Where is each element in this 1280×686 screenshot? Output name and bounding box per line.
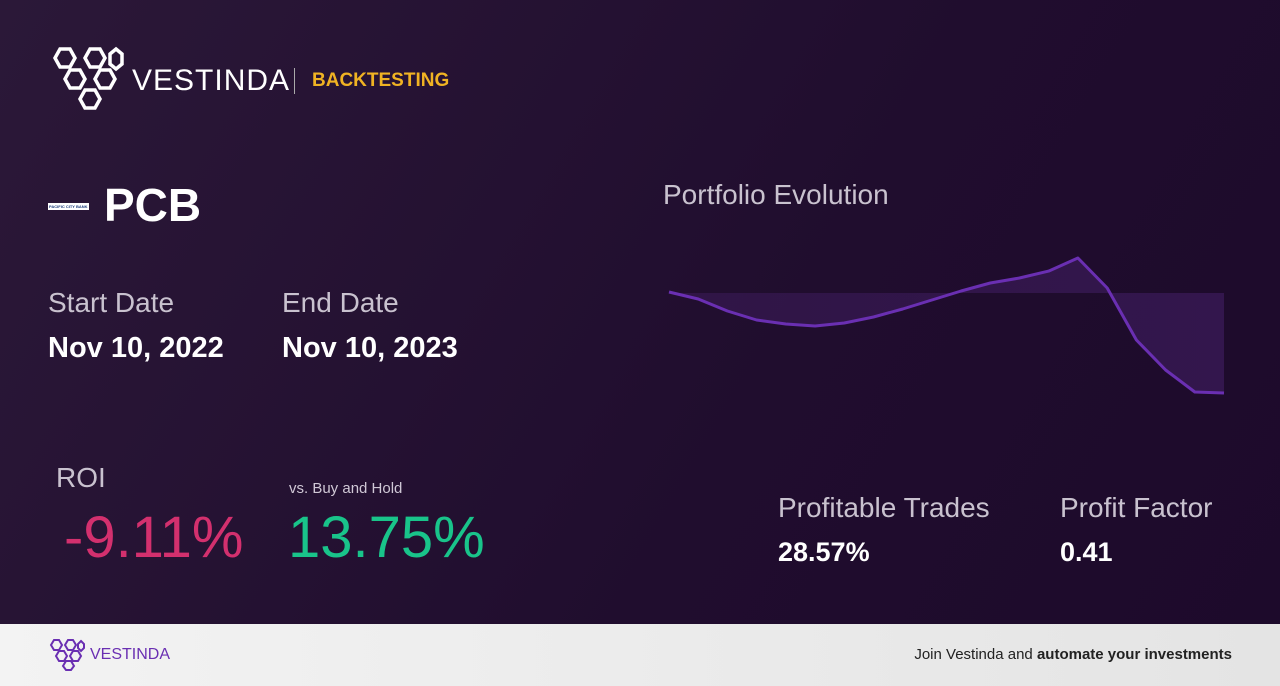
footer-logo	[49, 639, 85, 671]
profit-factor-label: Profit Factor	[1060, 492, 1213, 523]
ticker: PCB	[104, 179, 202, 231]
start-date: Nov 10, 2022	[48, 332, 224, 364]
footer-brand: VESTINDA	[90, 646, 171, 663]
chart	[668, 256, 1225, 395]
footer: VESTINDA Join Vestinda and automate your…	[0, 624, 1280, 686]
footer-cta: Join Vestinda and automate your investme…	[914, 646, 1232, 663]
roi-label: ROI	[56, 462, 106, 493]
ticker-logo: PACIFIC CITY BANK	[48, 203, 89, 210]
compare-value: 13.75%	[288, 505, 485, 570]
chart-title: Portfolio Evolution	[663, 179, 889, 210]
area-fill	[669, 258, 1224, 393]
profit-factor-value: 0.41	[1060, 537, 1113, 567]
profitable-trades-value: 28.57%	[778, 537, 870, 567]
brand: VESTINDA	[132, 64, 291, 97]
end-label: End Date	[282, 287, 399, 318]
divider	[294, 68, 295, 94]
compare-label: vs. Buy and Hold	[289, 480, 403, 497]
banner: VESTINDA BACKTESTING PACIFIC CITY BANK P…	[0, 0, 1280, 624]
cta-prefix: Join Vestinda and	[914, 646, 1033, 663]
section: BACKTESTING	[312, 70, 450, 91]
logo-icon	[52, 46, 124, 110]
cta-bold: automate your investments	[1036, 646, 1232, 663]
line	[668, 256, 1225, 395]
roi-value: -9.11%	[64, 505, 244, 570]
end-date: Nov 10, 2023	[282, 332, 458, 364]
profitable-trades-label: Profitable Trades	[778, 492, 990, 523]
start-label: Start Date	[48, 287, 175, 318]
